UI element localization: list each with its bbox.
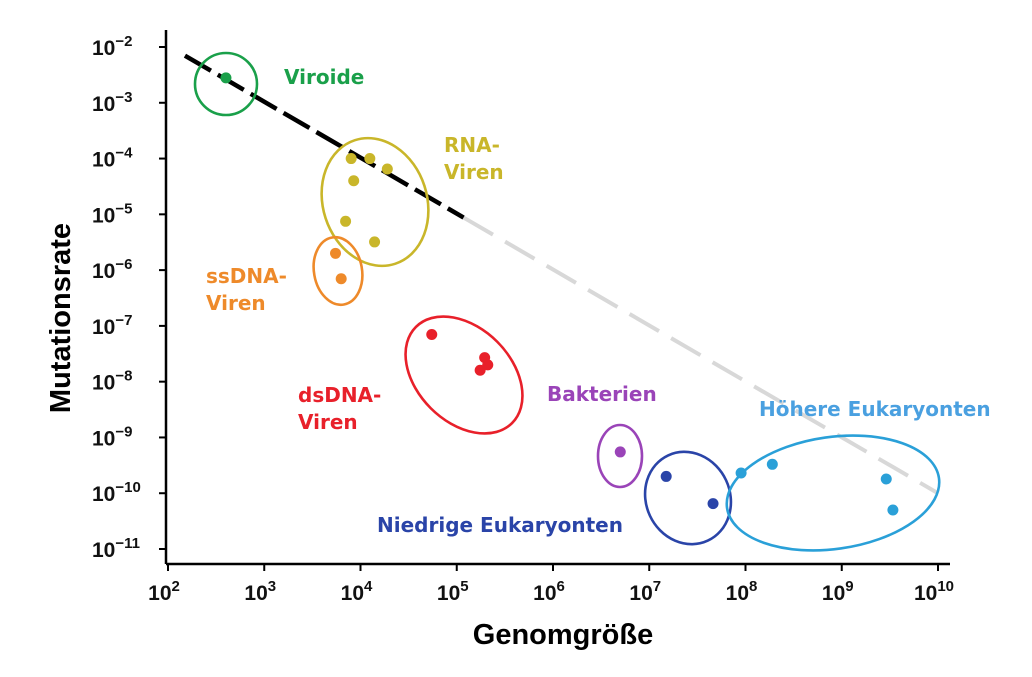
point-ssdna-viren-1	[330, 247, 342, 259]
data-points	[220, 72, 899, 516]
group-label-rna: RNA-Viren	[444, 133, 504, 184]
x-tick-label: 103	[244, 578, 276, 605]
ellipse-viroide	[193, 51, 259, 117]
point-rna-viren-4	[381, 163, 393, 175]
y-tick-label: 10−4	[92, 145, 133, 172]
point-ssdna-viren-2	[335, 273, 347, 285]
trendline-faded	[462, 215, 940, 495]
point-dsdna-viren-4	[474, 364, 486, 376]
point-bakterien-1	[614, 446, 626, 458]
ellipse-ssdna-viren	[312, 235, 364, 307]
point-viroide-1	[220, 72, 232, 84]
point-rna-viren-1	[345, 153, 357, 165]
point-höhere-eukaryonten-2	[766, 458, 778, 470]
ellipse-bakterien	[596, 423, 644, 489]
group-label-viroide: Viroide	[284, 65, 364, 89]
y-tick-label: 10−6	[92, 256, 132, 283]
axes	[164, 30, 950, 566]
group-label-dsdna: dsDNA-Viren	[298, 383, 381, 434]
group-labels: Viroide RNA-Viren ssDNA-Viren dsDNA-Viren Ba…	[206, 65, 991, 537]
y-tick-label: 10−3	[92, 89, 132, 116]
y-ticks: 10−2 10−3 10−4 10−5 10−6 10−7 10−8 10−9 10−10 10−…	[92, 33, 166, 562]
group-ellipses	[193, 51, 941, 552]
group-label-niedrige: Niedrige Eukaryonten	[377, 513, 623, 537]
point-niedrige-eukaryonten-2	[707, 498, 719, 510]
point-rna-viren-6	[369, 236, 381, 248]
ellipse-niedrige-eukaryonten	[643, 450, 733, 546]
x-axis-title: Genomgröße	[473, 619, 653, 651]
y-tick-label: 10−11	[92, 535, 140, 562]
group-label-hoehere: Höhere Eukaryonten	[759, 397, 991, 421]
ellipse-rna-viren	[320, 136, 430, 268]
ellipse-dsdna-viren	[404, 315, 524, 435]
group-label-bakterien: Bakterien	[547, 382, 657, 406]
y-tick-label: 10−2	[92, 33, 132, 60]
x-tick-label: 109	[822, 578, 854, 605]
x-tick-label: 102	[148, 578, 180, 605]
point-niedrige-eukaryonten-1	[660, 470, 672, 482]
x-tick-label: 107	[629, 578, 661, 605]
y-tick-label: 10−8	[92, 368, 132, 395]
x-ticks: 102 103 104 105 106 107 108 109 1010	[148, 564, 954, 605]
point-höhere-eukaryonten-3	[880, 473, 892, 485]
y-tick-label: 10−7	[92, 312, 132, 339]
ellipse-höhere-eukaryonten	[725, 434, 941, 552]
point-rna-viren-2	[364, 153, 376, 165]
point-dsdna-viren-1	[426, 329, 438, 341]
trendline-layer	[183, 53, 940, 495]
point-höhere-eukaryonten-1	[735, 467, 747, 479]
x-tick-label: 105	[437, 578, 469, 605]
point-dsdna-viren-3	[482, 359, 494, 371]
y-tick-label: 10−5	[92, 200, 132, 227]
y-tick-label: 10−9	[92, 423, 132, 450]
y-tick-label: 10−10	[92, 479, 141, 506]
x-tick-label: 108	[726, 578, 758, 605]
y-axis-title: Mutationsrate	[45, 223, 77, 413]
point-rna-viren-3	[348, 175, 360, 187]
x-tick-label: 106	[533, 578, 565, 605]
x-tick-label: 1010	[914, 578, 954, 605]
point-höhere-eukaryonten-4	[887, 504, 899, 516]
x-tick-label: 104	[341, 578, 373, 605]
trendline-solid	[183, 53, 465, 220]
group-label-ssdna: ssDNA-Viren	[206, 264, 287, 315]
point-rna-viren-5	[340, 215, 352, 227]
